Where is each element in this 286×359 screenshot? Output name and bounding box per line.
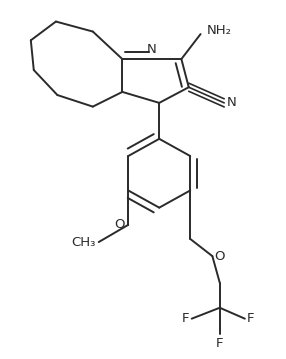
Text: F: F [216,337,223,350]
Text: O: O [215,250,225,263]
Text: F: F [247,312,255,325]
Text: N: N [227,96,236,109]
Text: CH₃: CH₃ [72,236,96,248]
Text: NH₂: NH₂ [206,24,231,37]
Text: O: O [114,218,124,231]
Text: N: N [147,43,157,56]
Text: F: F [182,312,189,325]
